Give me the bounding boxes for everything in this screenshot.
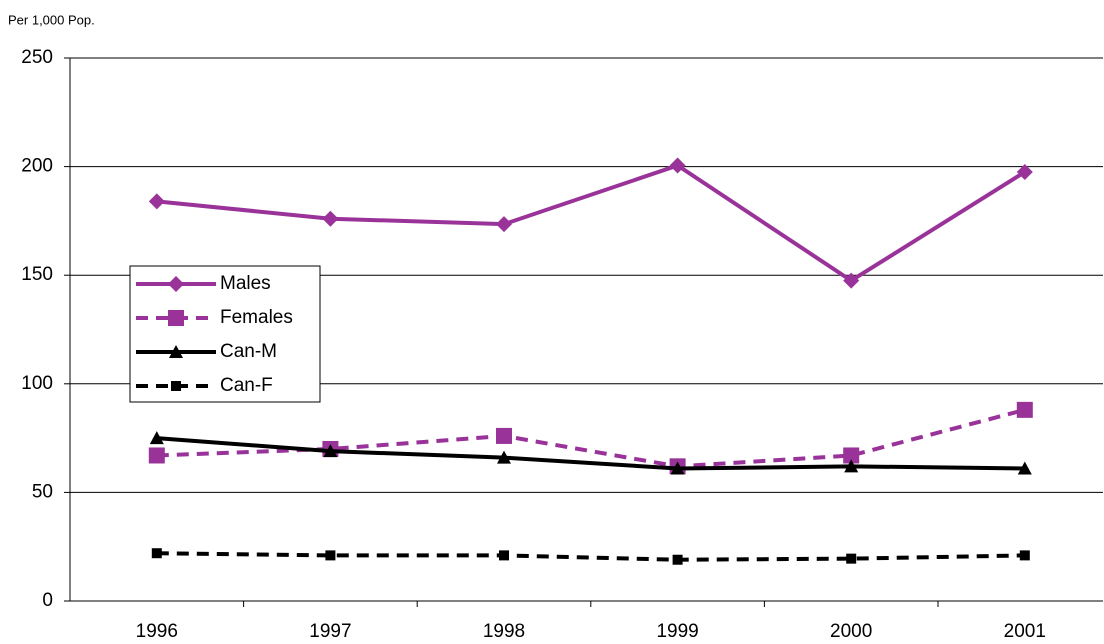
series-line: [156, 407, 1026, 469]
legend-box: [129, 265, 321, 403]
y-tick-label: 0: [42, 590, 53, 611]
marker: [670, 461, 685, 475]
marker: [1016, 401, 1033, 418]
y-tick-label: 50: [32, 481, 53, 502]
legend-marker: [168, 310, 184, 326]
y-tick-label: 250: [21, 47, 53, 68]
x-tick-label: 1996: [136, 621, 178, 642]
marker: [496, 427, 512, 444]
legend-marker: [168, 276, 184, 292]
legend-label: Can-F: [220, 375, 273, 396]
marker: [322, 210, 339, 227]
marker: [843, 272, 860, 289]
y-tick-label: 100: [21, 373, 53, 394]
y-tick-label: 150: [21, 264, 53, 285]
marker: [151, 548, 162, 559]
marker: [844, 459, 859, 473]
series-line: [156, 163, 1026, 284]
legend-label: Females: [220, 307, 293, 328]
series-line: [156, 551, 1025, 562]
marker: [496, 216, 512, 233]
legend-marker: [169, 345, 183, 358]
x-tick-label: 2000: [830, 621, 872, 642]
marker: [1019, 550, 1030, 561]
marker: [323, 444, 338, 458]
x-tick-label: 1999: [656, 621, 698, 642]
marker: [148, 193, 165, 210]
legend-label: Males: [220, 273, 271, 294]
marker: [672, 554, 683, 565]
marker: [846, 553, 857, 564]
series-line: [156, 436, 1025, 471]
marker: [669, 157, 686, 174]
marker: [1016, 164, 1033, 181]
y-axis-label: Per 1,000 Pop.: [8, 12, 95, 27]
marker: [497, 450, 511, 464]
x-tick-label: 2001: [1004, 621, 1046, 642]
x-tick-label: 1997: [309, 621, 351, 642]
marker: [499, 550, 509, 561]
marker: [148, 447, 165, 464]
y-tick-label: 200: [21, 156, 53, 177]
legend-label: Can-M: [220, 341, 277, 362]
x-tick-label: 1998: [483, 621, 525, 642]
legend-marker: [171, 381, 181, 391]
marker: [1017, 461, 1032, 475]
marker: [843, 447, 860, 464]
marker: [149, 431, 164, 445]
marker: [325, 550, 336, 561]
